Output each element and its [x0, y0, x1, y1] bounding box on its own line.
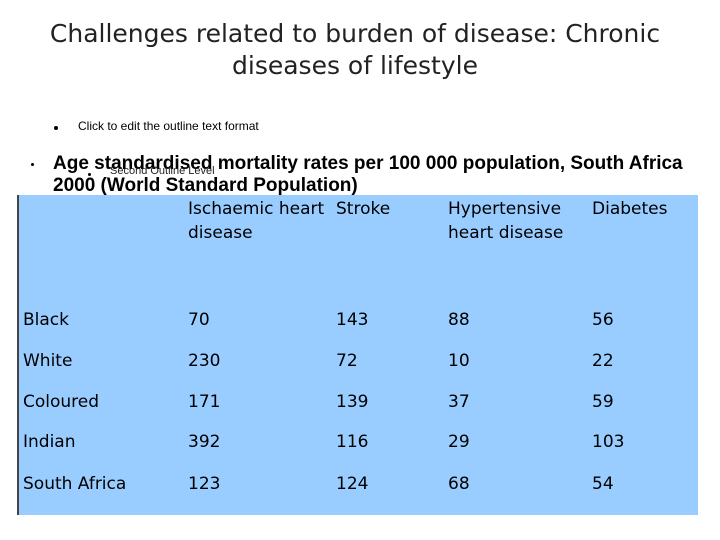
- table-cell: 230: [188, 351, 221, 371]
- table-cell: 139: [336, 392, 369, 412]
- bullet-icon: [54, 126, 58, 130]
- table-cell: 116: [336, 432, 369, 452]
- row-label-white: White: [23, 351, 73, 371]
- slide-title: Challenges related to burden of disease:…: [49, 19, 661, 80]
- table-cell: 88: [448, 310, 470, 330]
- table-cell: 59: [592, 392, 614, 412]
- table-cell: 72: [336, 351, 358, 371]
- table-cell: 29: [448, 432, 470, 452]
- mortality-table: Ischaemic heart disease Stroke Hypertens…: [17, 195, 698, 515]
- table-cell: 54: [592, 474, 614, 494]
- table-cell: 37: [448, 392, 470, 412]
- table-cell: 123: [188, 474, 221, 494]
- header-diabetes: Diabetes: [592, 199, 668, 219]
- table-cell: 70: [188, 310, 210, 330]
- table-cell: 103: [592, 432, 625, 452]
- table-cell: 143: [336, 310, 369, 330]
- row-label-coloured: Coloured: [23, 392, 100, 412]
- outline-placeholder-level-1[interactable]: Click to edit the outline text format: [78, 119, 259, 133]
- table-cell: 22: [592, 351, 614, 371]
- bullet-icon: [31, 163, 34, 166]
- table-cell: 392: [188, 432, 221, 452]
- bullet-icon: [88, 173, 91, 176]
- header-ischaemic-heart-disease: Ischaemic heart disease: [188, 199, 325, 243]
- table-cell: 10: [448, 351, 470, 371]
- header-hypertensive-heart-disease: Hypertensive heart disease: [448, 199, 564, 243]
- table-cell: 124: [336, 474, 369, 494]
- row-label-indian: Indian: [23, 432, 76, 452]
- table-cell: 171: [188, 392, 221, 412]
- outline-placeholder-level-2[interactable]: Second Outline Level: [110, 165, 215, 177]
- row-label-black: Black: [23, 310, 69, 330]
- header-stroke: Stroke: [336, 199, 391, 219]
- row-label-south-africa: South Africa: [23, 474, 127, 494]
- table-cell: 68: [448, 474, 470, 494]
- slide-subtitle[interactable]: Age standardised mortality rates per 100…: [53, 153, 683, 196]
- table-cell: 56: [592, 310, 614, 330]
